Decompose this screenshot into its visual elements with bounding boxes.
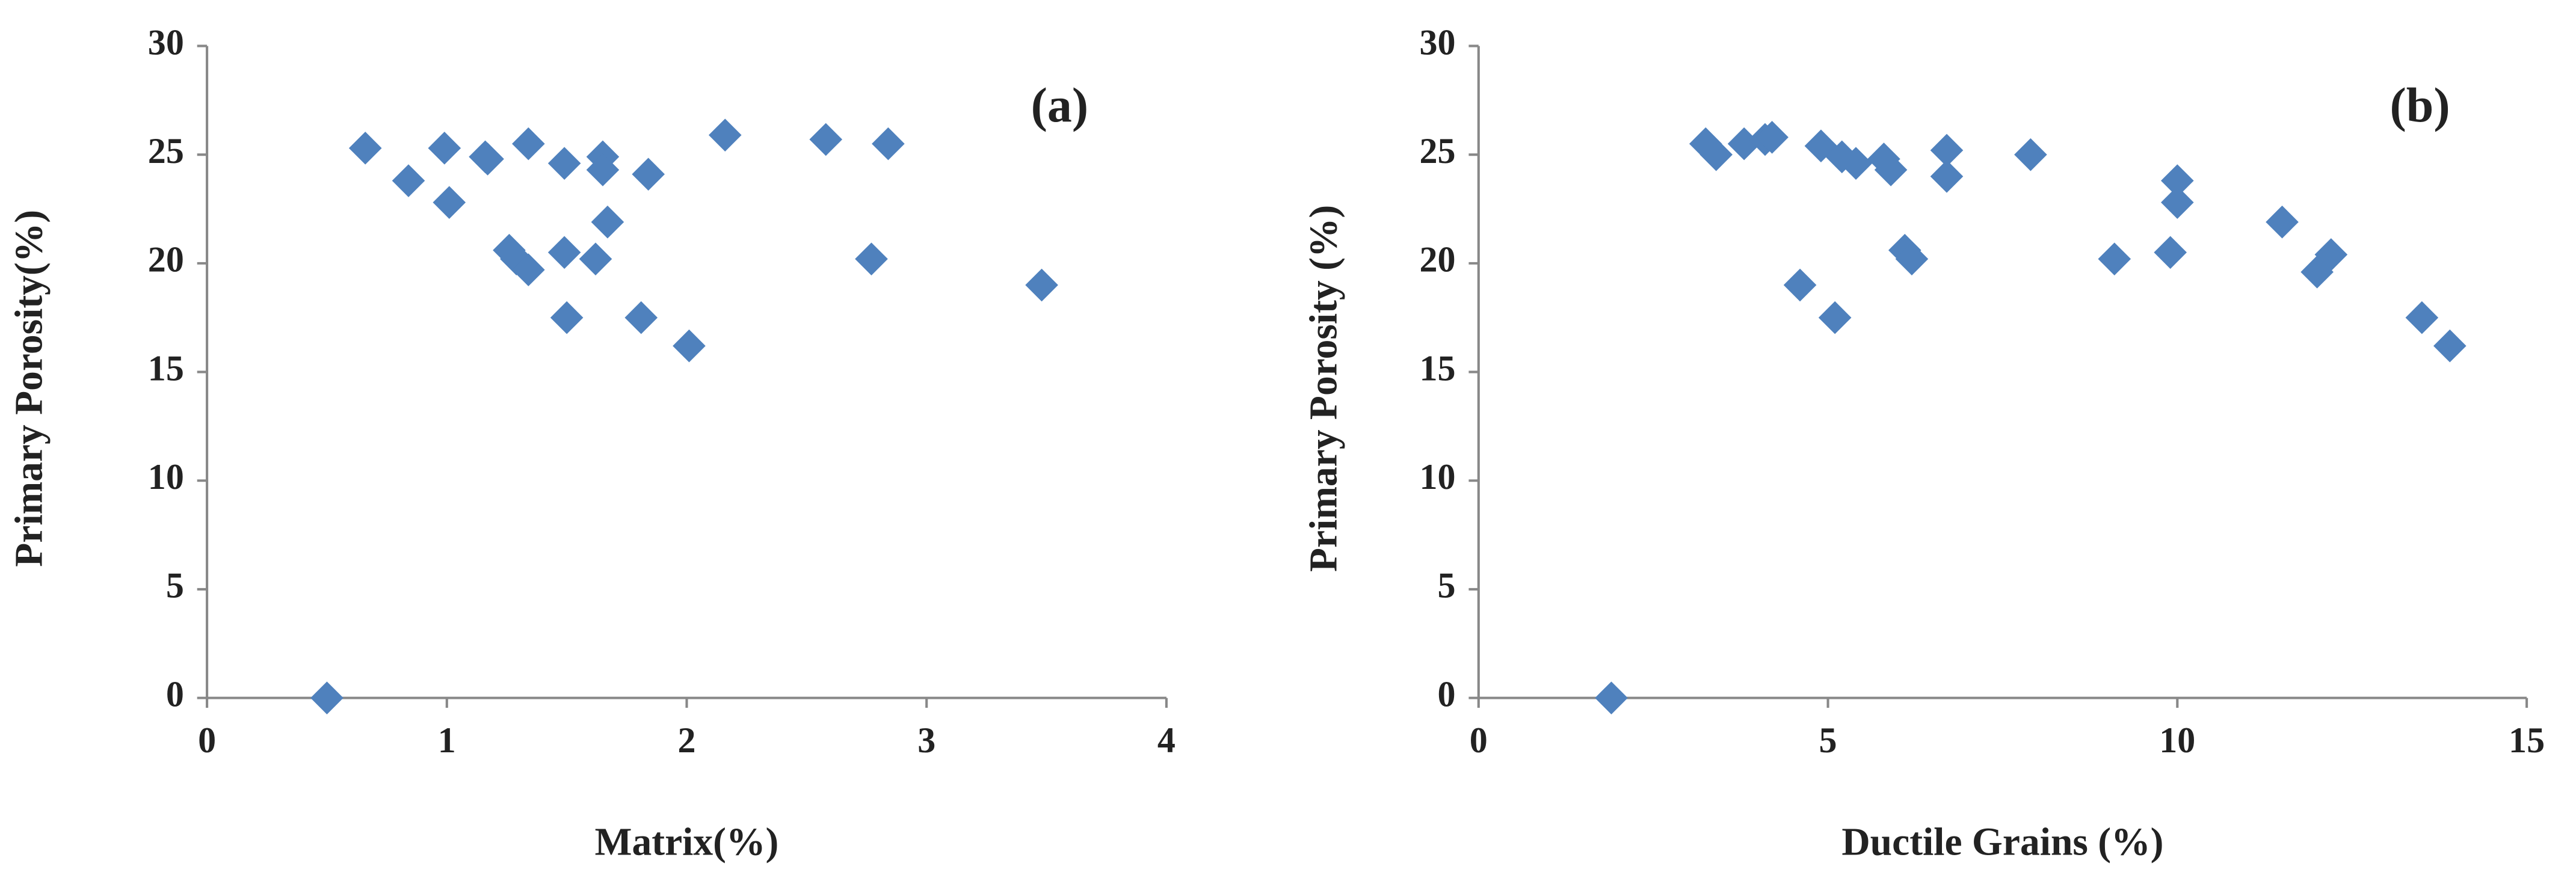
point [428, 132, 461, 165]
annotation: (b) [2390, 78, 2450, 132]
y-tick-label: 30 [1419, 22, 1455, 62]
y-tick-label: 15 [1419, 348, 1455, 388]
point [1818, 301, 1852, 334]
annotation: (a) [1031, 78, 1089, 132]
point [2405, 301, 2439, 334]
point [579, 242, 612, 275]
point [512, 127, 545, 161]
point [547, 147, 581, 180]
point [1930, 160, 1964, 193]
x-tick-label: 5 [1819, 720, 1837, 760]
y-tick-label: 15 [148, 348, 184, 388]
point [512, 253, 545, 287]
x-tick-label: 2 [677, 720, 695, 760]
point [547, 236, 581, 269]
point [310, 681, 344, 714]
point [2314, 238, 2348, 271]
x-tick-label: 0 [1470, 720, 1488, 760]
point [708, 118, 742, 152]
point [1895, 242, 1929, 275]
point [348, 132, 382, 165]
point [2266, 205, 2299, 239]
y-tick-label: 0 [1438, 674, 1456, 714]
point [624, 301, 658, 334]
y-tick-label: 20 [1419, 239, 1455, 280]
y-tick-label: 25 [148, 130, 184, 171]
point [673, 329, 706, 363]
point [392, 164, 425, 197]
point [2154, 236, 2187, 269]
point [471, 143, 504, 176]
y-tick-label: 5 [166, 565, 184, 606]
point [591, 205, 624, 239]
y-tick-label: 20 [148, 239, 184, 280]
x-tick-label: 3 [917, 720, 935, 760]
point [855, 242, 888, 275]
y-tick-label: 30 [148, 22, 184, 62]
x-tick-label: 10 [2159, 720, 2195, 760]
x-tick-label: 15 [2509, 720, 2545, 760]
point [2433, 329, 2467, 363]
point [1783, 268, 1817, 302]
point [1755, 120, 1789, 154]
x-axis-label: Ductile Grains (%) [1841, 820, 2163, 864]
point [433, 186, 466, 219]
y-tick-label: 25 [1419, 130, 1455, 171]
y-tick-label: 5 [1438, 565, 1456, 606]
point [2161, 186, 2194, 219]
point [809, 123, 843, 156]
point [550, 301, 584, 334]
y-axis-label: Primary Porosity (%) [1302, 205, 1346, 572]
point [1595, 681, 1628, 714]
x-axis-label: Matrix(%) [595, 820, 779, 864]
y-tick-label: 10 [1419, 456, 1455, 497]
x-tick-label: 0 [198, 720, 216, 760]
x-tick-label: 4 [1157, 720, 1176, 760]
y-axis-label: Primary Porosity(%) [8, 210, 51, 567]
y-tick-label: 0 [166, 674, 184, 714]
y-tick-label: 10 [148, 456, 184, 497]
point [1839, 147, 1873, 180]
point [1930, 133, 1964, 167]
point [2014, 138, 2047, 171]
point [2098, 242, 2131, 275]
point [632, 158, 665, 191]
point [1025, 268, 1058, 302]
x-tick-label: 1 [438, 720, 456, 760]
point [872, 127, 905, 161]
